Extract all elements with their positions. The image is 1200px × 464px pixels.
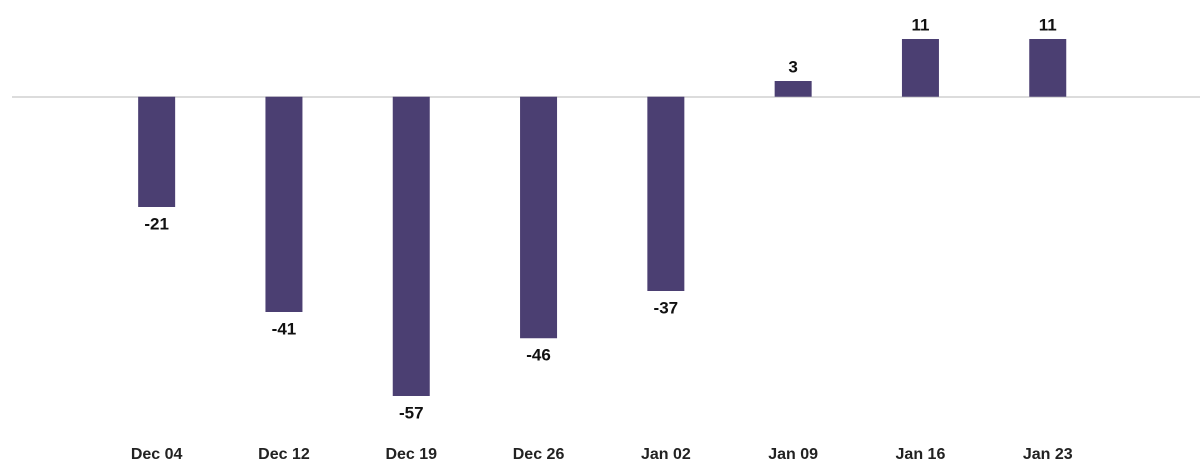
x-tick-label: Dec 04: [131, 446, 183, 463]
bar: [138, 96, 176, 207]
data-label: -57: [399, 403, 424, 422]
bar: [520, 96, 558, 339]
x-tick-label: Dec 19: [385, 446, 437, 463]
data-label: 11: [911, 15, 929, 34]
x-tick-label: Jan 23: [1023, 446, 1073, 463]
bar: [265, 96, 303, 312]
bar: [647, 96, 685, 291]
data-label: -41: [272, 319, 297, 338]
x-tick-label: Jan 16: [896, 446, 946, 463]
data-label: 11: [1039, 15, 1057, 34]
x-tick-label: Jan 02: [641, 446, 691, 463]
bar: [1029, 39, 1067, 97]
x-tick-label: Dec 26: [513, 446, 565, 463]
x-tick-label: Dec 12: [258, 446, 310, 463]
bar: [392, 96, 430, 396]
data-label: -21: [144, 214, 169, 233]
data-label: -46: [526, 346, 551, 365]
x-tick-label: Jan 09: [768, 446, 818, 463]
data-label: 3: [788, 57, 797, 76]
bar: [901, 39, 939, 97]
data-label: -37: [654, 298, 679, 317]
bar: [774, 81, 812, 97]
